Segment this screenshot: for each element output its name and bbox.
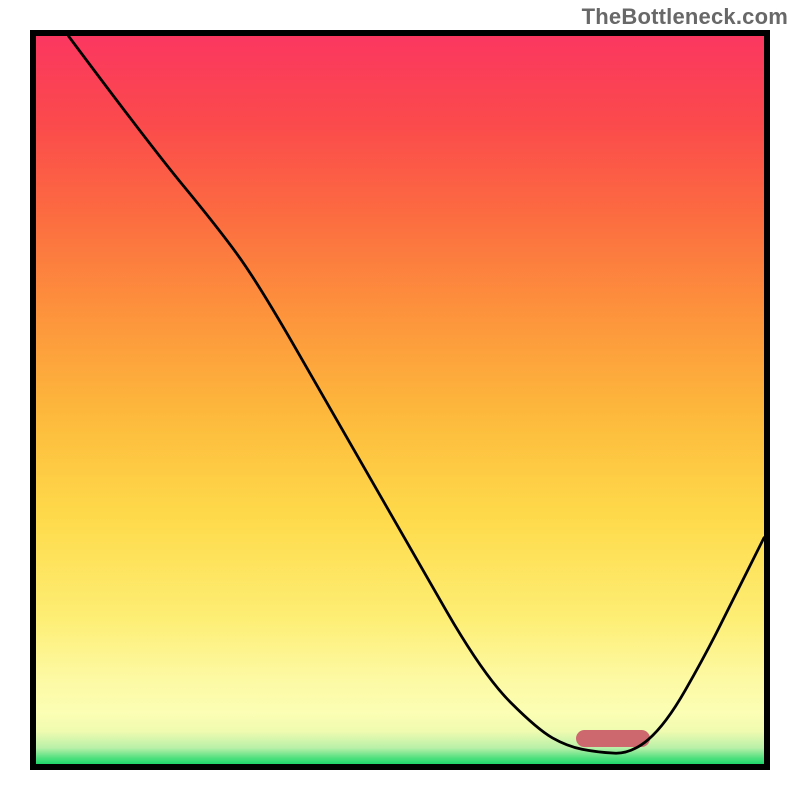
curve-path [68, 36, 764, 753]
plot-frame [30, 30, 770, 770]
watermark-text: TheBottleneck.com [582, 4, 788, 30]
stage: TheBottleneck.com [0, 0, 800, 800]
bottleneck-curve [36, 36, 764, 764]
